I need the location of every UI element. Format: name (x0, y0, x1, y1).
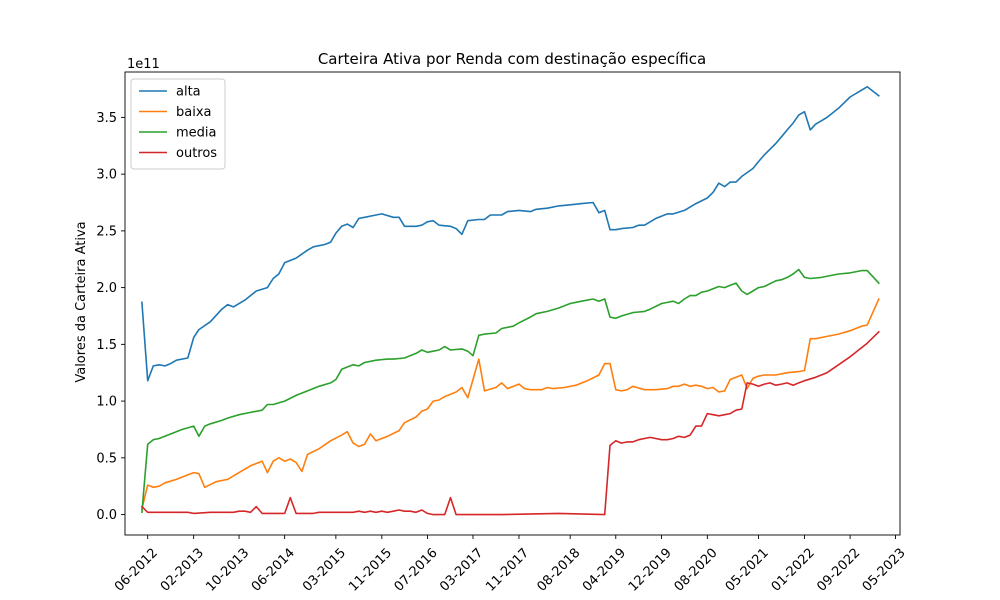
y-tick-label: 2.0 (96, 281, 117, 296)
series-line-media (141, 268, 880, 514)
y-tick-label: 2.5 (96, 224, 117, 239)
y-axis-label: Valores da Carteira Ativa (74, 221, 89, 382)
y-tick-label: 0.0 (96, 508, 117, 523)
series-line-outros (140, 330, 880, 516)
legend-label-media: media (176, 126, 217, 141)
plot-lines (140, 86, 880, 516)
y-tick-label: 1.0 (96, 395, 117, 410)
y-tick-label: 1.5 (96, 338, 117, 353)
legend-label-outros: outros (176, 146, 217, 161)
series-line-alta (141, 86, 880, 382)
legend-label-alta: alta (176, 85, 201, 100)
legend-box (130, 78, 226, 170)
legend-label-baixa: baixa (176, 105, 212, 120)
y-tick-label: 0.5 (96, 451, 117, 466)
y-axis-multiplier: 1e11 (127, 57, 160, 72)
y-tick-label: 3.0 (96, 168, 117, 183)
y-tick-label: 3.5 (96, 111, 117, 126)
series-line-baixa (140, 297, 880, 510)
legend: alta baixa media outros (130, 78, 226, 170)
plot-frame (124, 71, 901, 536)
chart-title: Carteira Ativa por Renda com destinação … (318, 50, 706, 68)
